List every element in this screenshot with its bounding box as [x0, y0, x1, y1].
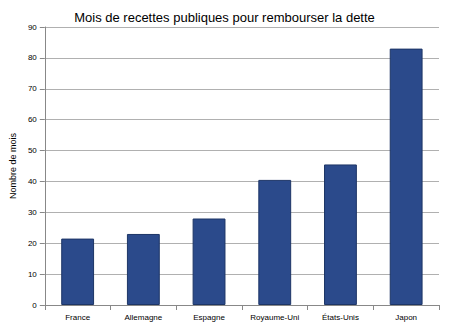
svg-text:10: 10: [28, 270, 37, 279]
svg-text:0: 0: [32, 301, 37, 310]
svg-text:Japon: Japon: [395, 313, 417, 322]
svg-text:Allemagne: Allemagne: [124, 313, 162, 322]
svg-text:Espagne: Espagne: [193, 313, 225, 322]
svg-text:60: 60: [28, 115, 37, 124]
svg-text:Nombre de mois: Nombre de mois: [8, 132, 18, 199]
svg-text:30: 30: [28, 208, 37, 217]
svg-text:70: 70: [28, 84, 37, 93]
svg-text:80: 80: [28, 53, 37, 62]
svg-text:40: 40: [28, 177, 37, 186]
svg-text:50: 50: [28, 146, 37, 155]
svg-text:Royaume-Uni: Royaume-Uni: [250, 313, 299, 322]
svg-text:France: France: [65, 313, 90, 322]
svg-text:90: 90: [28, 23, 37, 32]
svg-text:20: 20: [28, 239, 37, 248]
svg-text:Mois de recettes publiques pou: Mois de recettes publiques pour rembours…: [74, 10, 375, 25]
svg-text:États-Unis: États-Unis: [322, 313, 359, 322]
